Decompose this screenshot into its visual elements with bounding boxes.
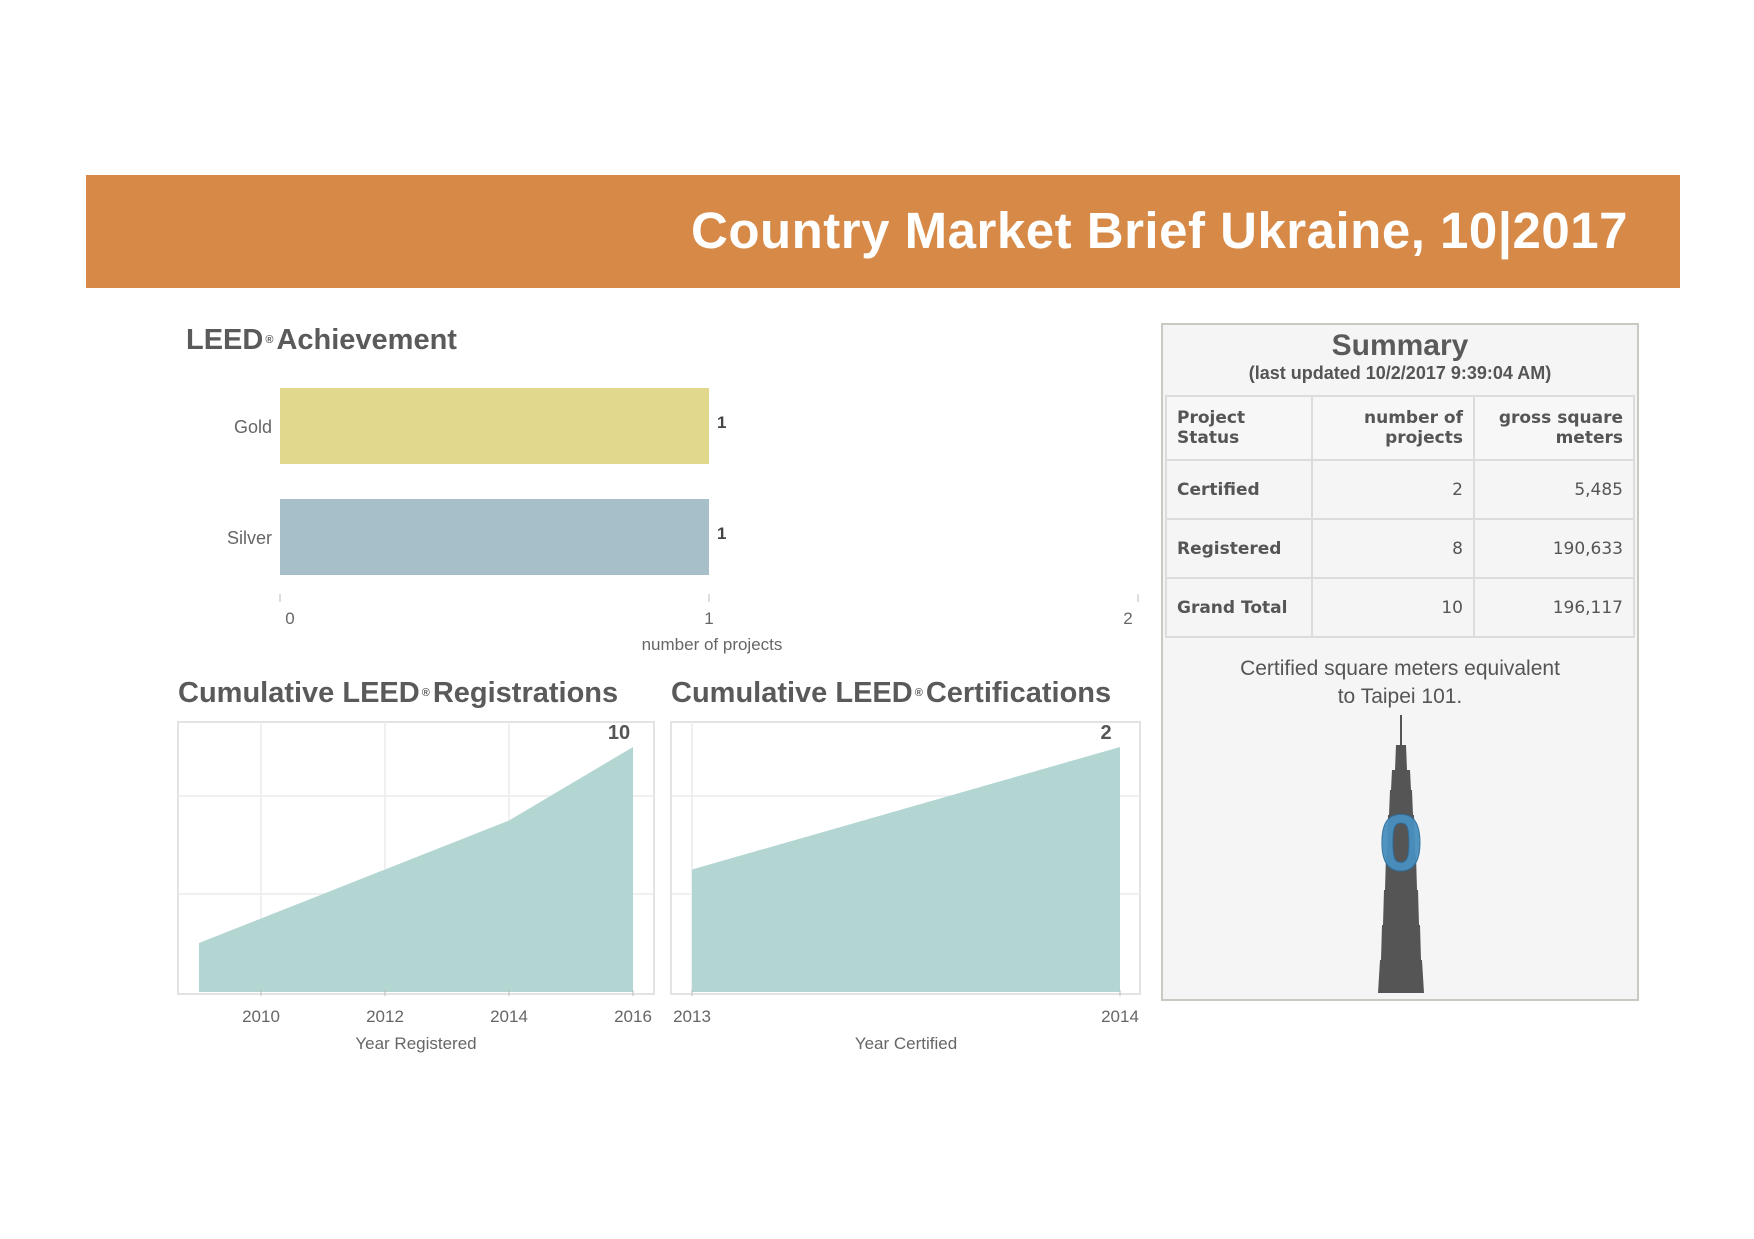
bar-gold (280, 388, 709, 464)
certifications-title-mark: ® (914, 687, 923, 699)
row-status: Registered (1165, 518, 1313, 579)
bar-category-label: Gold (234, 417, 272, 437)
achievement-title-rest: Achievement (276, 324, 457, 356)
col-project-status: Project Status (1165, 395, 1313, 461)
registrations-title: Cumulative LEED ® Registrations (178, 677, 618, 710)
summary-subtitle: (last updated 10/2/2017 9:39:04 AM) (1248, 363, 1552, 383)
x-tick-label: 2012 (366, 1007, 404, 1026)
col-gross-square-meters: gross square meters (1473, 395, 1635, 461)
area-end-label: 2 (1100, 722, 1111, 744)
x-tick-label: 2 (1123, 609, 1132, 628)
row-sqm: 190,633 (1473, 518, 1635, 579)
x-tick-label: 2014 (490, 1007, 528, 1026)
col-number-of-projects: number of projects (1311, 395, 1475, 461)
equivalence-note-line2: to Taipei 101. (1337, 685, 1463, 708)
x-axis-title: Year Certified (855, 1034, 957, 1053)
x-tick-label: 2016 (614, 1007, 652, 1026)
x-axis-title: Year Registered (355, 1034, 476, 1053)
report-title: Country Market Brief Ukraine, 10|2017 (691, 202, 1628, 259)
bar-data-label: 1 (717, 413, 726, 432)
row-projects: 10 (1311, 577, 1475, 638)
certifications-title: Cumulative LEED ® Certifications (671, 677, 1111, 710)
header-banner: Country Market Brief Ukraine, 10|2017 (86, 175, 1680, 288)
achievement-title-mark: ® (265, 334, 274, 346)
area-series (199, 747, 633, 992)
x-axis-title: number of projects (642, 635, 783, 654)
x-tick-label: 2013 (673, 1007, 711, 1026)
registrations-title-mark: ® (421, 687, 430, 699)
row-status: Grand Total (1165, 577, 1313, 638)
registrations-title-text: Cumulative LEED (178, 677, 420, 709)
certifications-title-text: Cumulative LEED (671, 677, 913, 709)
bar-category-label: Silver (227, 528, 272, 548)
bar-data-label: 1 (717, 524, 726, 543)
x-tick-label: 0 (285, 609, 294, 628)
x-tick-label: 2014 (1101, 1007, 1139, 1026)
row-projects: 2 (1311, 459, 1475, 520)
achievement-title-text: LEED (186, 324, 264, 356)
row-sqm: 196,117 (1473, 577, 1635, 638)
area-end-label: 10 (608, 722, 630, 744)
equivalence-note-line1: Certified square meters equivalent (1240, 657, 1560, 680)
table-row: Registered 8 190,633 (1165, 518, 1635, 579)
equivalence-note: Certified square meters equivalent to Ta… (1163, 655, 1637, 711)
achievement-title: LEED ® Achievement (186, 324, 457, 357)
tower-value-label: 0 (1379, 798, 1424, 887)
certifications-title-rest: Certifications (925, 677, 1112, 709)
row-sqm: 5,485 (1473, 459, 1635, 520)
x-tick-label: 2010 (242, 1007, 280, 1026)
bar-silver (280, 499, 709, 575)
summary-table: Project Status number of projects gross … (1165, 395, 1635, 638)
registrations-title-rest: Registrations (432, 677, 619, 709)
row-status: Certified (1165, 459, 1313, 520)
row-projects: 8 (1311, 518, 1475, 579)
area-series (692, 747, 1120, 992)
taipei-101-tower-icon: 0 (1378, 715, 1424, 993)
summary-panel: Summary (last updated 10/2/2017 9:39:04 … (1161, 323, 1639, 1001)
summary-title: Summary (1331, 329, 1469, 362)
summary-header-row: Project Status number of projects gross … (1165, 395, 1635, 461)
table-row: Grand Total 10 196,117 (1165, 577, 1635, 638)
table-row: Certified 2 5,485 (1165, 459, 1635, 520)
x-tick-label: 1 (704, 609, 713, 628)
